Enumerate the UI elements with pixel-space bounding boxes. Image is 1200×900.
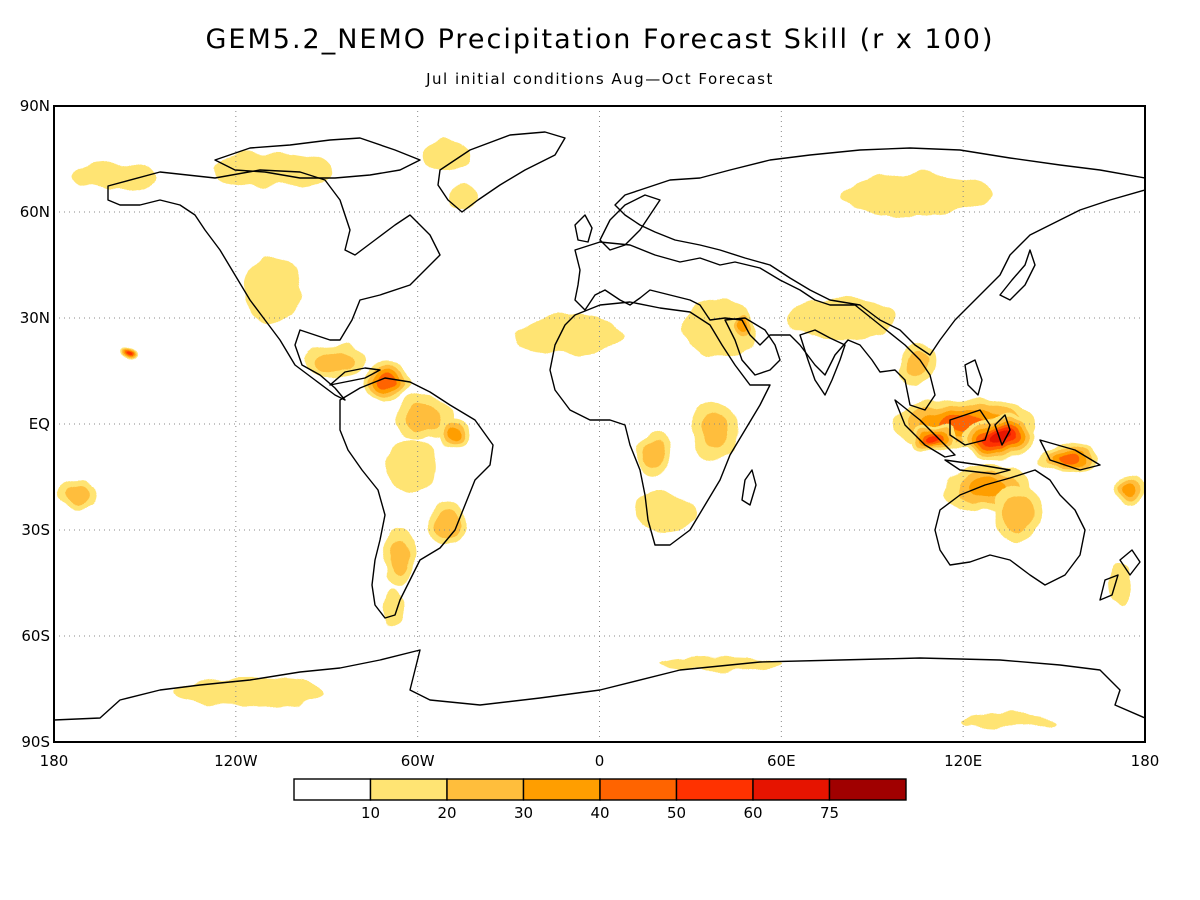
skill-region-3-level-1 [447, 187, 479, 209]
latitude-labels: 90N 60N 30N EQ 30S 60S 90S [20, 97, 50, 751]
coastlines [54, 131, 1145, 742]
skill-region-0-level-1 [72, 162, 158, 191]
skill-region-2-level-1 [423, 141, 473, 170]
coast-japan [999, 249, 1036, 301]
colorbar-level-label: 20 [437, 804, 456, 822]
skill-region-25-level-2 [1002, 494, 1033, 530]
skill-region-8-level-3 [445, 428, 463, 441]
lat-tick-label: 60S [21, 627, 50, 645]
skill-region-14-level-2 [65, 485, 92, 504]
lat-tick-label: 90N [20, 97, 50, 115]
skill-region-15-level-1 [514, 314, 624, 357]
skill-region-29-level-1 [841, 173, 994, 216]
skill-region-1-level-1 [211, 151, 333, 188]
colorbar: 10 20 30 40 50 60 75 [293, 778, 907, 822]
coast-india [799, 329, 846, 396]
colorbar-level-label: 30 [514, 804, 533, 822]
skill-region-13-level-5 [127, 351, 133, 356]
coast-scandinavia [599, 194, 661, 251]
map-frame [53, 105, 1146, 743]
coast-arabia [724, 317, 781, 376]
colorbar-level-label: 40 [590, 804, 609, 822]
lon-tick-label: 120W [214, 752, 258, 770]
skill-region-34-level-1 [960, 713, 1058, 728]
colorbar-swatch [599, 778, 678, 801]
skill-region-30-level-1 [787, 296, 897, 340]
skill-region-11-level-2 [390, 540, 409, 576]
coast-antarctica [54, 649, 1145, 742]
coast-british-isles [574, 214, 593, 243]
coast-africa [549, 301, 771, 546]
coast-australia [934, 469, 1086, 586]
colorbar-swatch [369, 778, 448, 801]
lat-tick-label: 60N [20, 203, 50, 221]
coast-eurasia [574, 147, 1145, 411]
coast-north-america [107, 169, 441, 401]
lat-tick-label: 90S [21, 733, 50, 751]
longitude-labels: 180 120W 60W 0 60E 120E 180 [40, 752, 1160, 770]
colorbar-level-label: 10 [361, 804, 380, 822]
colorbar-swatch [752, 778, 831, 801]
coast-madagascar [741, 469, 757, 506]
colorbar-swatch [675, 778, 754, 801]
colorbar-swatch [446, 778, 525, 801]
coast-new-zealand [1099, 549, 1141, 601]
lon-tick-label: 180 [1131, 752, 1160, 770]
skill-region-20-level-1 [635, 491, 697, 534]
lon-tick-label: 120E [944, 752, 982, 770]
skill-region-28-level-2 [906, 350, 929, 377]
lon-tick-label: 60W [401, 752, 435, 770]
lat-tick-label: 30N [20, 309, 50, 327]
skill-region-9-level-1 [387, 438, 436, 495]
coast-indonesia [894, 399, 1101, 475]
lat-tick-label: 30S [21, 521, 50, 539]
gridlines [54, 106, 1145, 742]
skill-region-6-level-4 [378, 375, 396, 388]
lat-tick-label: EQ [29, 415, 50, 433]
map-subtitle: Jul initial conditions Aug—Oct Forecast [426, 70, 774, 88]
skill-region-31-level-1 [1108, 561, 1133, 605]
colorbar-swatch [828, 778, 907, 801]
map-title: GEM5.2_NEMO Precipitation Forecast Skill… [205, 24, 995, 55]
skill-region-32-level-1 [175, 678, 327, 707]
coast-greenland [437, 131, 566, 213]
colorbar-level-label: 75 [820, 804, 839, 822]
skill-region-5-level-2 [314, 349, 352, 372]
skill-region-4-level-1 [241, 257, 303, 322]
skill-region-26-level-4 [1058, 454, 1080, 465]
coast-philippines [964, 359, 983, 396]
skill-region-19-level-2 [644, 439, 664, 466]
skill-region-7-level-2 [405, 403, 443, 430]
lon-tick-label: 60E [767, 752, 796, 770]
skill-region-10-level-2 [436, 509, 460, 536]
skill-region-33-level-1 [660, 657, 782, 672]
skill-region-18-level-2 [699, 413, 730, 449]
lon-tick-label: 180 [40, 752, 69, 770]
skill-region-27-level-3 [1123, 481, 1137, 494]
coast-arctic-islands [214, 137, 421, 179]
colorbar-swatch [293, 778, 372, 801]
lon-tick-label: 0 [595, 752, 605, 770]
colorbar-swatch [522, 778, 601, 801]
colorbar-level-label: 50 [667, 804, 686, 822]
coast-south-america [339, 377, 494, 619]
coast-cuba [329, 367, 381, 386]
colorbar-level-label: 60 [743, 804, 762, 822]
skill-field [57, 141, 1145, 728]
